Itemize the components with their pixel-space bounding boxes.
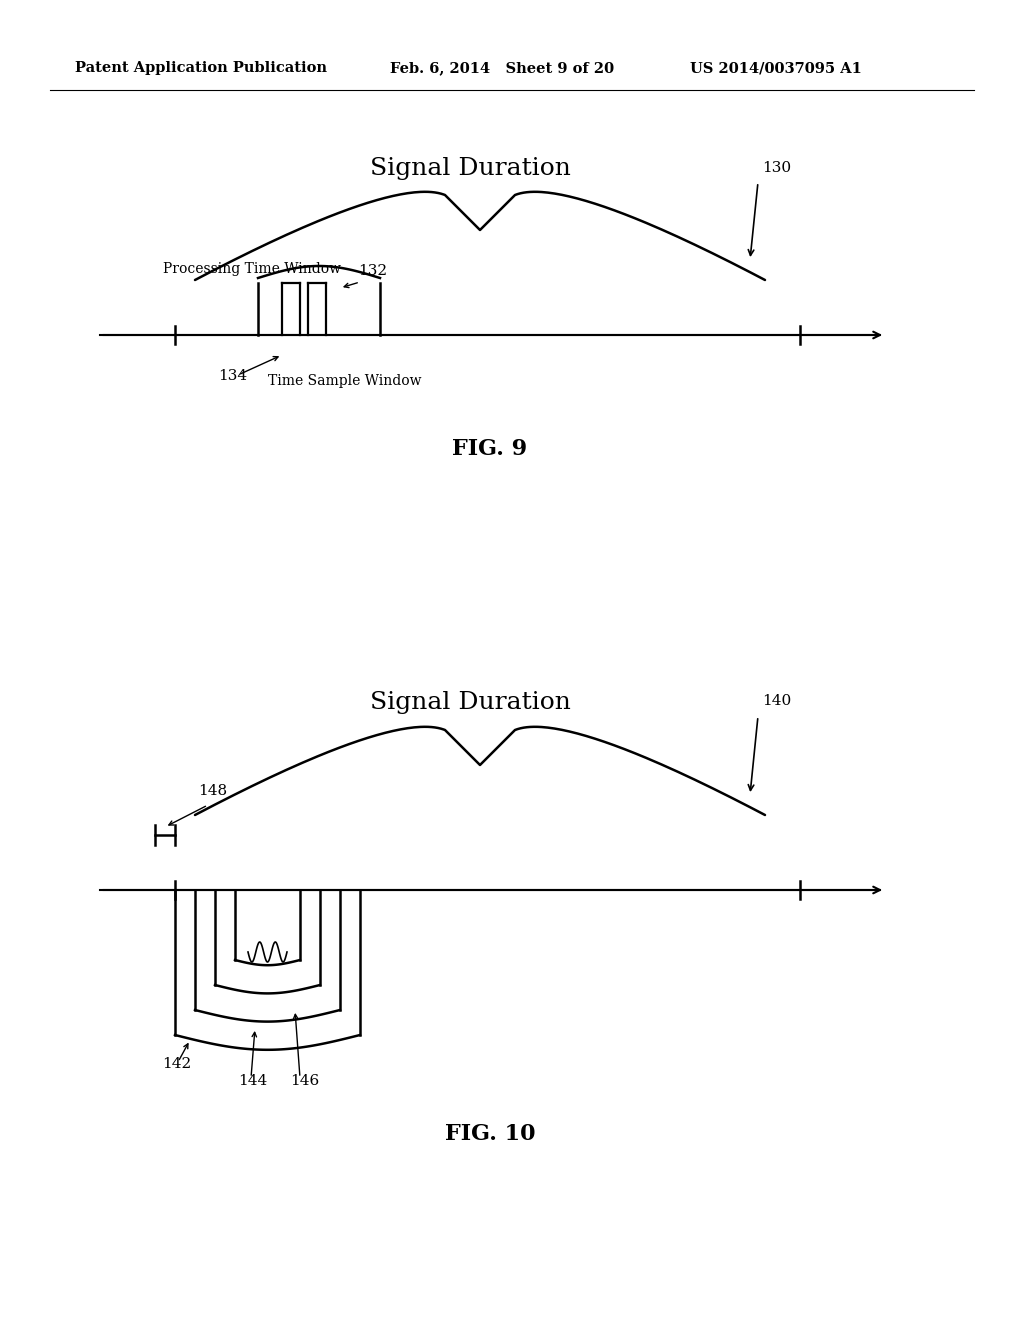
Text: FIG. 10: FIG. 10 [444,1123,536,1144]
Text: US 2014/0037095 A1: US 2014/0037095 A1 [690,61,862,75]
Text: 146: 146 [290,1074,319,1088]
Text: 148: 148 [198,784,227,799]
Text: FIG. 9: FIG. 9 [453,438,527,459]
Text: 134: 134 [218,370,247,383]
Text: Feb. 6, 2014   Sheet 9 of 20: Feb. 6, 2014 Sheet 9 of 20 [390,61,614,75]
Text: 130: 130 [762,161,792,176]
Text: Patent Application Publication: Patent Application Publication [75,61,327,75]
Text: Signal Duration: Signal Duration [370,692,570,714]
Text: Processing Time Window: Processing Time Window [163,261,341,276]
Text: 144: 144 [238,1074,267,1088]
Text: 140: 140 [762,694,792,708]
Text: Time Sample Window: Time Sample Window [268,374,422,388]
Text: 132: 132 [358,264,387,279]
Text: Signal Duration: Signal Duration [370,157,570,180]
Text: 142: 142 [162,1057,191,1071]
